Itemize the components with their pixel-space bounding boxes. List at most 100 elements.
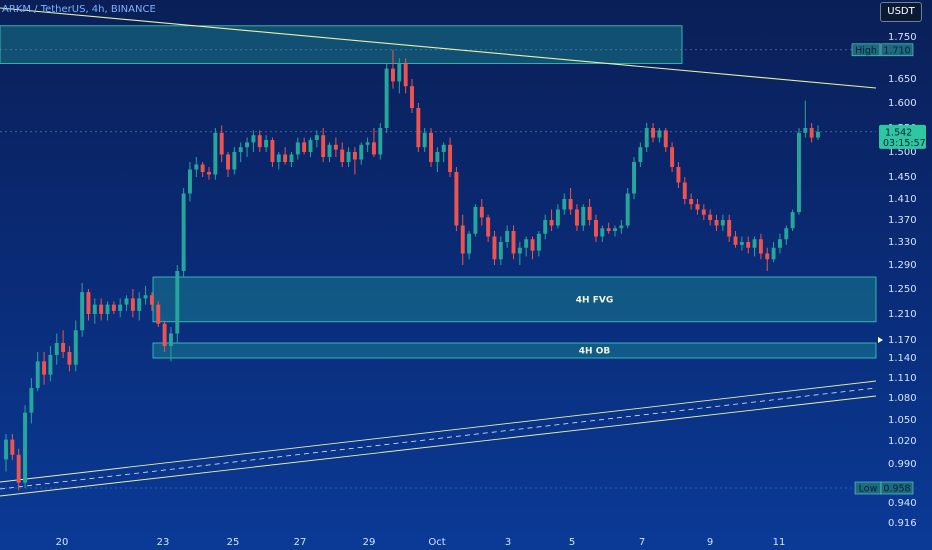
candle-body [657,130,662,138]
candle-body [435,152,440,162]
y-tick-label: 1.050 [888,415,917,426]
candle-body [321,135,326,157]
candle-body [289,154,294,162]
y-tick-label: 1.750 [888,32,917,43]
x-tick-label: 23 [157,537,170,548]
y-tick-label: 1.210 [888,309,917,320]
x-tick-label: 27 [294,537,307,548]
candle-body [422,132,427,148]
candle-body [35,361,40,388]
candle-body [314,135,319,140]
candle-body [574,209,579,226]
x-tick-label: 20 [56,537,69,548]
candle-body [682,182,687,199]
candle-body [752,239,757,248]
candle-body [410,86,414,108]
channel-mid-line [0,387,877,490]
candle-body [80,292,85,331]
zones: 4H FVG 4H OB [0,25,877,359]
high-tag-label-box [851,43,881,57]
candle-body [238,147,243,152]
candle-body [283,154,288,162]
candle-body [727,220,732,237]
candle-body [536,233,541,251]
candle-body [758,239,763,254]
candle-body [816,131,820,138]
candle-body [333,144,338,150]
candle-body [479,206,484,218]
y-tick-label: 1.290 [888,260,917,271]
candle-body [809,128,814,138]
candle-body [378,128,383,155]
candle-body [720,220,725,226]
candle-body [54,343,59,355]
candle-body [543,220,548,234]
candle-body [701,209,706,215]
candle-body [663,130,668,148]
candle-body [562,199,567,210]
y-tick-label: 1.110 [888,373,917,384]
last-price-value: 1.542 [885,127,912,138]
candle-body [530,239,535,251]
candle-body [581,206,586,226]
channel-lower-line [0,395,877,497]
candle-body [492,236,497,260]
candle-body [777,239,782,248]
candle-body [486,217,491,237]
candle-body [416,108,421,148]
candle-body [200,164,205,172]
candle-body [384,68,389,128]
candle-body [340,149,345,162]
candle-body [213,132,218,175]
candle-body [644,128,649,148]
candle-body [16,454,21,483]
candle-body [587,206,592,220]
candle-body [118,304,123,311]
candle-body [765,253,770,260]
y-tick-label: 1.450 [888,172,917,183]
candle-body [625,193,630,226]
y-tick-label: 0.916 [888,518,917,529]
candle-body [10,439,15,455]
high-tag-value: 1.710 [883,45,910,56]
candle-body [397,63,402,82]
candle-body [42,361,47,375]
candle-body [111,304,116,311]
candle-body [568,199,573,210]
zone-label-1: 4H FVG [576,295,613,305]
y-tick-label: 1.500 [888,147,917,158]
candle-body [73,330,78,365]
y-axis-marker [878,337,883,343]
candle-body [448,144,453,172]
candle-body [302,142,307,152]
x-tick-label: 9 [707,537,713,548]
candle-body [295,142,300,155]
candle-body [4,439,8,460]
currency-button[interactable]: USDT [880,2,922,22]
candle-body [86,292,91,314]
candle-body [162,323,167,346]
symbol-title[interactable]: ARKM / TetherUS, 4h, BINANCE [2,4,156,15]
candle-body [188,169,192,194]
candle-body [92,304,97,314]
candle-body [606,228,611,231]
candle-body [797,132,801,213]
y-tick-label: 1.650 [888,74,917,85]
candle-body [676,167,681,183]
candle-body [511,231,516,254]
y-tick-label: 1.080 [888,393,917,404]
x-tick-label: 7 [639,537,645,548]
y-tick-label: 1.140 [888,353,917,364]
x-tick-label: 25 [227,537,240,548]
candle-body [365,142,370,145]
y-tick-label: 1.170 [888,335,917,346]
low-tag-value-box [880,481,914,495]
candle-body [803,128,808,133]
y-tick-label: 1.020 [888,436,917,447]
candle-body [454,172,459,226]
candle-body [251,135,256,143]
candle-body [594,220,598,237]
zone-box-1 [152,276,877,323]
